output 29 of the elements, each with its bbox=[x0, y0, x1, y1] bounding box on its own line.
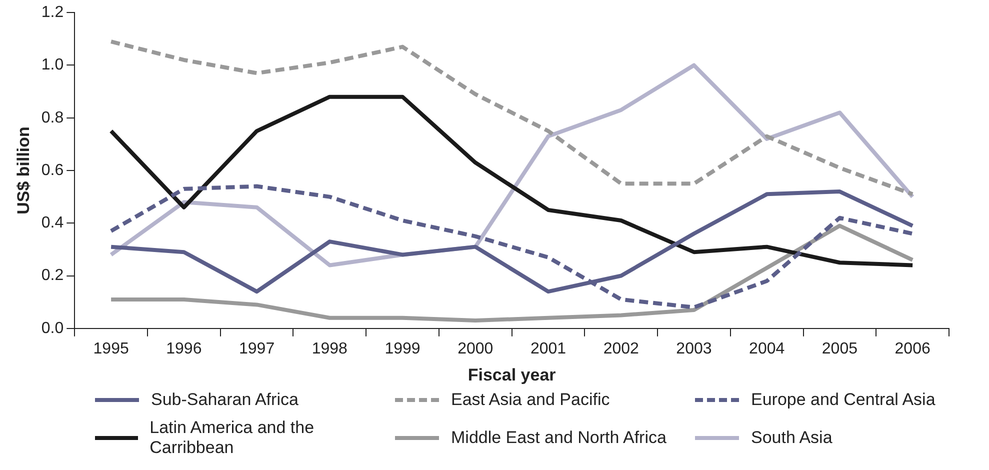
x-tick-label: 1996 bbox=[166, 340, 202, 358]
legend-label: East Asia and Pacific bbox=[451, 390, 610, 410]
x-tick-label: 2003 bbox=[676, 340, 712, 358]
legend-label: Europe and Central Asia bbox=[751, 390, 936, 410]
x-tick-label: 2004 bbox=[749, 340, 785, 358]
line-series bbox=[109, 40, 915, 196]
x-tick-label: 2001 bbox=[530, 340, 566, 358]
x-tick-label: 2002 bbox=[603, 340, 640, 358]
y-tick-label: 1.0 bbox=[41, 56, 64, 74]
x-tick-label: 2000 bbox=[458, 340, 494, 358]
x-tick-label: 2006 bbox=[894, 340, 930, 358]
legend-label: Latin America and the Carribbean bbox=[150, 418, 316, 458]
y-tick-label: 0.6 bbox=[41, 162, 64, 179]
x-tick-label: 1995 bbox=[93, 340, 129, 358]
x-tick-label: 1999 bbox=[384, 340, 420, 358]
line-series bbox=[109, 184, 915, 310]
legend-label: Middle East and North Africa bbox=[451, 428, 666, 448]
y-axis-title: US$ billion bbox=[14, 126, 33, 214]
y-tick-label: 1.2 bbox=[41, 4, 64, 22]
y-tick-label: 0.8 bbox=[41, 109, 64, 126]
legend-label: Sub-Saharan Africa bbox=[151, 390, 298, 410]
y-tick-label: 0.2 bbox=[41, 267, 64, 284]
x-tick-label: 1998 bbox=[312, 340, 348, 358]
x-axis-title: Fiscal year bbox=[468, 365, 556, 384]
y-tick-label: 0.4 bbox=[41, 214, 64, 232]
y-tick-label: 0.0 bbox=[41, 320, 64, 337]
legend-label: South Asia bbox=[751, 428, 832, 448]
x-tick-label: 1997 bbox=[239, 340, 275, 358]
x-tick-label: 2005 bbox=[822, 340, 858, 358]
